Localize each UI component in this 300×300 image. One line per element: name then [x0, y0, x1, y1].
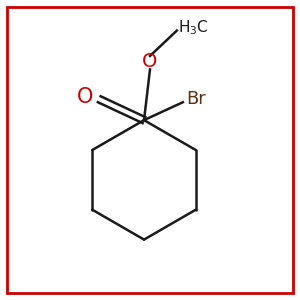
Text: O: O	[77, 87, 93, 107]
Text: O: O	[142, 52, 158, 71]
Text: H$_3$C: H$_3$C	[178, 18, 208, 37]
Text: Br: Br	[186, 90, 206, 108]
